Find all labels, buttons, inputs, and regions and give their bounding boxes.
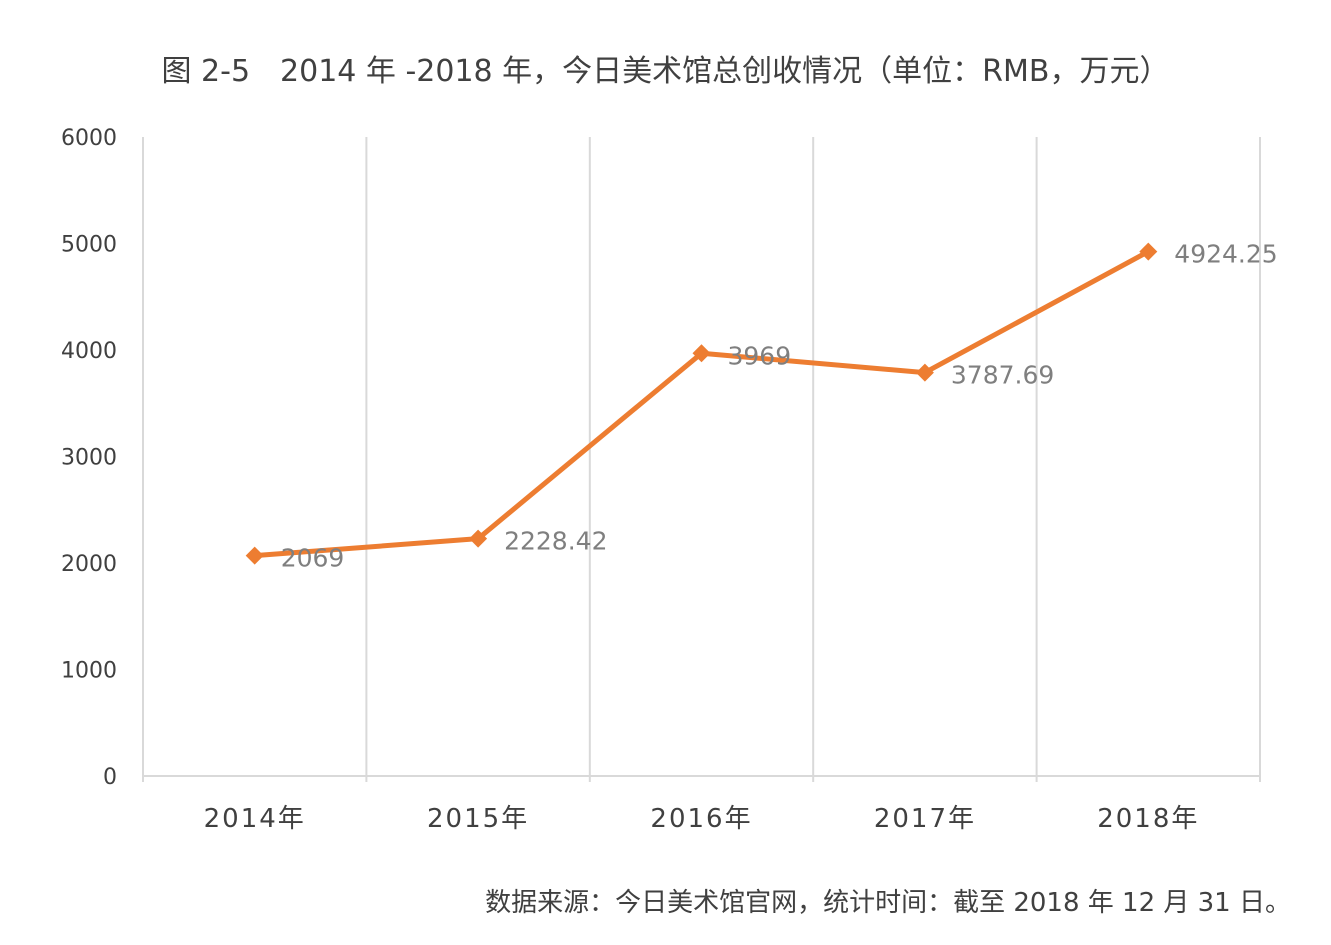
x-axis-ticks: 2014年 2015年 2016年 2017年 2018年 <box>204 804 1199 834</box>
data-label: 3787.69 <box>951 361 1054 390</box>
data-label: 4924.25 <box>1174 240 1277 269</box>
data-label: 2069 <box>281 544 345 573</box>
x-tick-label: 2016年 <box>650 804 752 834</box>
x-tick-label: 2014年 <box>204 804 306 834</box>
y-axis-ticks: 0 1000 2000 3000 4000 5000 6000 <box>61 126 117 790</box>
gridlines <box>142 137 1261 776</box>
series-revenue <box>245 242 1158 565</box>
y-tick-label: 4000 <box>61 339 117 364</box>
y-tick-label: 2000 <box>61 552 117 577</box>
y-tick-label: 3000 <box>61 446 117 471</box>
chart-title: 图 2-5 2014 年 -2018 年，今日美术馆总创收情况（单位：RMB，万… <box>161 54 1170 89</box>
data-label: 2228.42 <box>504 527 607 556</box>
data-point-marker <box>915 363 934 382</box>
data-label: 3969 <box>728 341 792 370</box>
data-point-marker <box>469 529 488 548</box>
data-point-marker <box>245 546 264 565</box>
y-tick-label: 1000 <box>61 659 117 684</box>
data-labels: 2069 2228.42 3969 3787.69 4924.25 <box>281 240 1278 573</box>
y-tick-label: 0 <box>103 765 117 790</box>
data-point-marker <box>1139 242 1158 261</box>
axes <box>142 775 1261 782</box>
y-tick-label: 5000 <box>61 233 117 258</box>
x-tick-label: 2018年 <box>1097 804 1199 834</box>
series-line <box>252 249 1151 559</box>
x-tick-label: 2017年 <box>874 804 976 834</box>
y-tick-label: 6000 <box>61 126 117 151</box>
source-note: 数据来源：今日美术馆官网，统计时间：截至 2018 年 12 月 31 日。 <box>485 888 1291 918</box>
x-tick-label: 2015年 <box>427 804 529 834</box>
data-point-marker <box>692 344 711 363</box>
